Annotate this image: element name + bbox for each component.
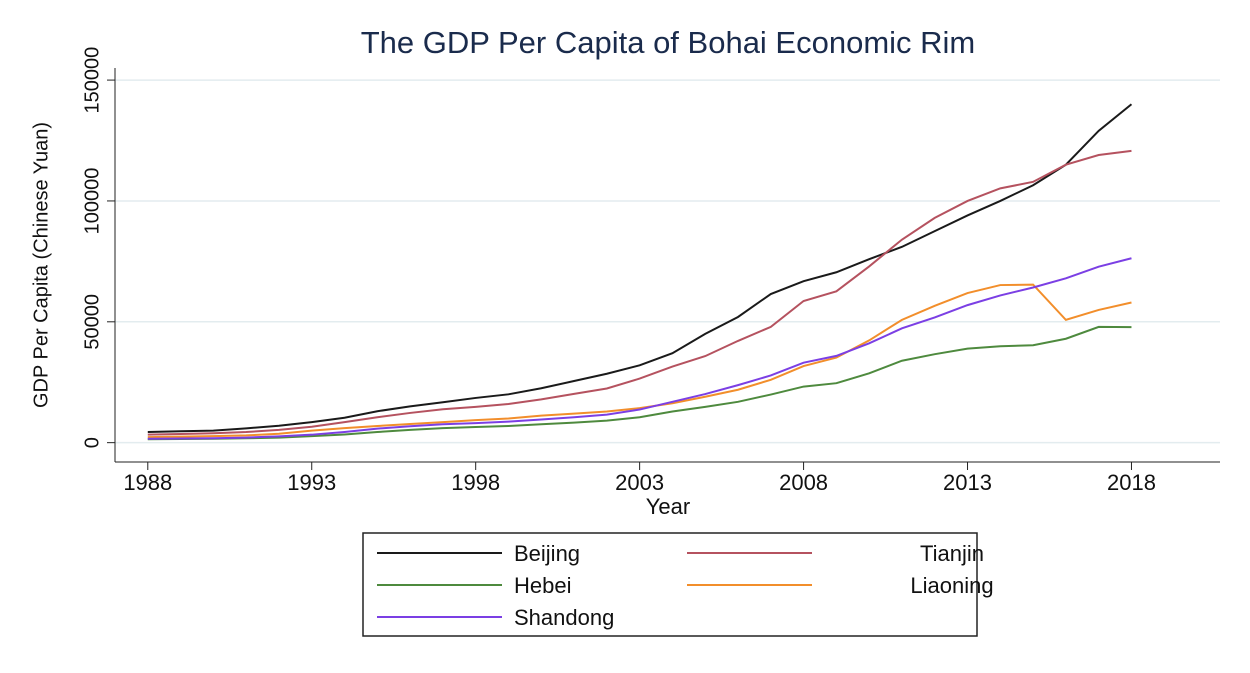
x-tick-label: 1998 xyxy=(451,470,500,495)
x-tick-label: 2018 xyxy=(1107,470,1156,495)
legend-label: Hebei xyxy=(514,573,571,598)
x-tick-label: 1988 xyxy=(123,470,172,495)
y-tick-label: 150000 xyxy=(81,47,103,114)
series-line xyxy=(147,325,1132,441)
series-line xyxy=(147,103,1133,434)
series-line xyxy=(147,283,1132,439)
y-tick-label: 0 xyxy=(81,437,103,448)
y-tick-label: 50000 xyxy=(81,294,103,350)
legend-label: Tianjin xyxy=(920,541,984,566)
legend-label: Shandong xyxy=(514,605,614,630)
x-axis-label: Year xyxy=(646,494,690,519)
legend-label: Liaoning xyxy=(910,573,993,598)
y-tick-label: 100000 xyxy=(81,168,103,235)
x-tick-label: 1993 xyxy=(287,470,336,495)
chart-title: The GDP Per Capita of Bohai Economic Rim xyxy=(361,25,976,60)
x-tick-label: 2003 xyxy=(615,470,664,495)
x-tick-label: 2008 xyxy=(779,470,828,495)
x-tick-label: 2013 xyxy=(943,470,992,495)
series-line xyxy=(147,257,1132,440)
y-axis-label: GDP Per Capita (Chinese Yuan) xyxy=(30,122,52,408)
series-line xyxy=(147,149,1132,436)
legend-label: Beijing xyxy=(514,541,580,566)
